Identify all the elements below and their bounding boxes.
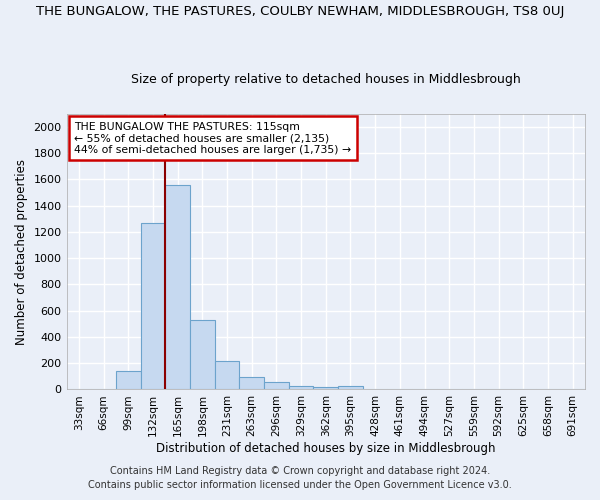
Bar <box>313 387 338 390</box>
Bar <box>289 386 313 390</box>
Bar <box>215 361 239 390</box>
Text: Contains HM Land Registry data © Crown copyright and database right 2024.
Contai: Contains HM Land Registry data © Crown c… <box>88 466 512 490</box>
Bar <box>116 371 140 390</box>
Bar <box>338 386 363 390</box>
Title: Size of property relative to detached houses in Middlesbrough: Size of property relative to detached ho… <box>131 73 521 86</box>
Text: THE BUNGALOW, THE PASTURES, COULBY NEWHAM, MIDDLESBROUGH, TS8 0UJ: THE BUNGALOW, THE PASTURES, COULBY NEWHA… <box>36 5 564 18</box>
Y-axis label: Number of detached properties: Number of detached properties <box>15 158 28 344</box>
Bar <box>165 184 190 390</box>
X-axis label: Distribution of detached houses by size in Middlesbrough: Distribution of detached houses by size … <box>156 442 496 455</box>
Bar <box>190 320 215 390</box>
Bar <box>264 382 289 390</box>
Text: THE BUNGALOW THE PASTURES: 115sqm
← 55% of detached houses are smaller (2,135)
4: THE BUNGALOW THE PASTURES: 115sqm ← 55% … <box>74 122 352 155</box>
Bar <box>239 377 264 390</box>
Bar <box>140 224 165 390</box>
